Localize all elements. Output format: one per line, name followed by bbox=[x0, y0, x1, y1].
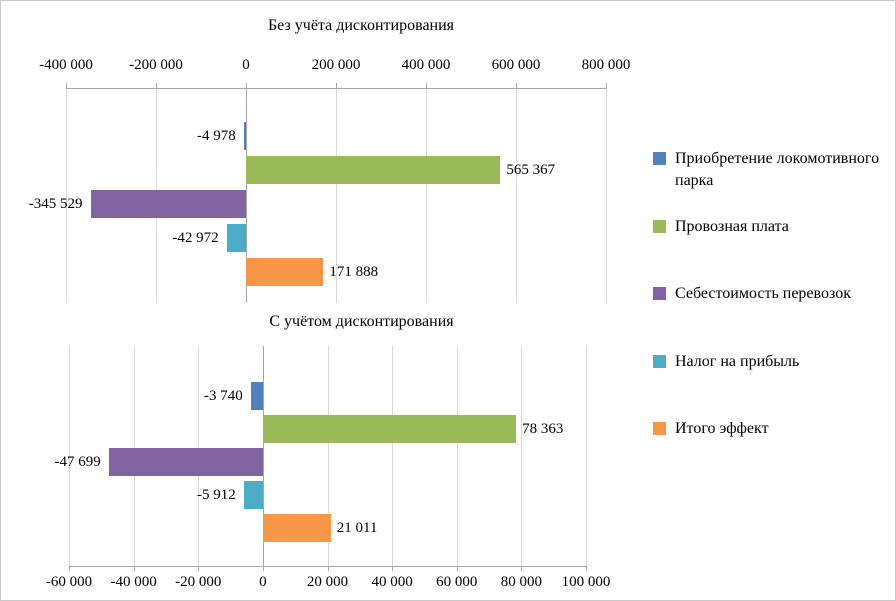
axis-tick bbox=[586, 566, 587, 571]
bar-value-label: 78 363 bbox=[522, 421, 564, 437]
axis-tick-label: 40 000 bbox=[371, 574, 413, 590]
axis-tick bbox=[456, 566, 458, 571]
bar bbox=[243, 481, 263, 509]
axis-line bbox=[66, 88, 606, 89]
legend-item: Итого эффект bbox=[653, 418, 887, 440]
bar bbox=[90, 190, 246, 218]
bar-value-label: 171 888 bbox=[329, 264, 379, 280]
bar-value-label: -345 529 bbox=[28, 196, 83, 212]
axis-tick-label: -40 000 bbox=[110, 574, 157, 590]
legend-item-label: Себестоимость перевозок bbox=[675, 285, 851, 302]
bar bbox=[262, 415, 517, 443]
bar bbox=[246, 156, 501, 184]
legend-item-label: Приобретение локомотивного парка bbox=[675, 150, 880, 189]
bar-value-label: -5 912 bbox=[197, 487, 236, 503]
legend-item: Приобретение локомотивного парка bbox=[653, 148, 887, 191]
bar bbox=[226, 224, 246, 252]
gridline bbox=[586, 346, 587, 566]
legend-item: Провозная плата bbox=[653, 216, 887, 238]
gridline bbox=[327, 346, 329, 566]
axis-tick bbox=[262, 566, 264, 571]
axis-tick-label: -60 000 bbox=[45, 574, 93, 590]
gridline bbox=[516, 88, 517, 303]
axis-tick bbox=[327, 566, 329, 571]
bar-value-label: 565 367 bbox=[506, 162, 556, 178]
axis-tick bbox=[69, 566, 70, 571]
axis-line bbox=[69, 566, 586, 567]
axis-tick-label: 800 000 bbox=[581, 57, 631, 73]
axis-tick-label: 0 bbox=[242, 57, 250, 73]
legend-swatch bbox=[653, 422, 666, 435]
axis-tick bbox=[521, 566, 523, 571]
axis-tick bbox=[336, 83, 337, 88]
axis-tick bbox=[198, 566, 200, 571]
bar bbox=[262, 514, 331, 542]
gridline bbox=[66, 88, 67, 303]
bar bbox=[243, 122, 246, 150]
legend-swatch bbox=[653, 287, 666, 300]
axis-tick bbox=[246, 83, 247, 88]
axis-tick-label: -400 000 bbox=[39, 57, 93, 73]
axis-tick-label: 400 000 bbox=[401, 57, 451, 73]
axis-tick-label: -20 000 bbox=[175, 574, 222, 590]
gridline bbox=[426, 88, 427, 303]
axis-tick bbox=[426, 83, 427, 88]
legend-swatch bbox=[653, 220, 666, 233]
legend-item-label: Провозная плата bbox=[675, 218, 789, 235]
bar-value-label: -42 972 bbox=[172, 230, 219, 246]
chart-title-no-discounting: Без учёта дисконтирования bbox=[267, 17, 455, 34]
axis-tick-label: 100 000 bbox=[561, 574, 611, 590]
axis-tick-label: 200 000 bbox=[311, 57, 361, 73]
axis-tick-label: 80 000 bbox=[500, 574, 542, 590]
bar bbox=[250, 382, 263, 410]
axis-tick bbox=[392, 566, 394, 571]
axis-tick bbox=[516, 83, 517, 88]
gridline bbox=[69, 346, 70, 566]
axis-tick-label: -200 000 bbox=[129, 57, 183, 73]
bar bbox=[108, 448, 263, 476]
legend-item-label: Налог на прибыль bbox=[675, 353, 800, 370]
gridline bbox=[392, 346, 394, 566]
axis-tick bbox=[156, 83, 157, 88]
legend-item: Себестоимость перевозок bbox=[653, 283, 887, 305]
bar bbox=[246, 258, 324, 286]
axis-tick-label: 60 000 bbox=[436, 574, 478, 590]
gridline bbox=[262, 346, 264, 566]
gridline bbox=[246, 88, 247, 303]
gridline bbox=[336, 88, 337, 303]
axis-tick bbox=[606, 83, 607, 88]
legend-item: Налог на прибыль bbox=[653, 351, 887, 373]
legend-swatch bbox=[653, 152, 666, 165]
chart-title-with-discounting: С учётом дисконтирования bbox=[269, 313, 454, 330]
axis-tick-label: 20 000 bbox=[306, 574, 349, 590]
gridline bbox=[456, 346, 458, 566]
bar-value-label: 21 011 bbox=[336, 520, 378, 536]
axis-tick bbox=[133, 566, 135, 571]
gridline bbox=[521, 346, 523, 566]
axis-tick-label: 0 bbox=[259, 574, 267, 590]
bar-value-label: -47 699 bbox=[54, 454, 101, 470]
axis-tick bbox=[66, 83, 67, 88]
bar-value-label: -3 740 bbox=[204, 388, 243, 404]
bar-value-label: -4 978 bbox=[197, 128, 236, 144]
axis-tick-label: 600 000 bbox=[491, 57, 541, 73]
gridline bbox=[606, 88, 607, 303]
legend-swatch bbox=[653, 355, 666, 368]
legend-item-label: Итого эффект bbox=[675, 420, 769, 437]
